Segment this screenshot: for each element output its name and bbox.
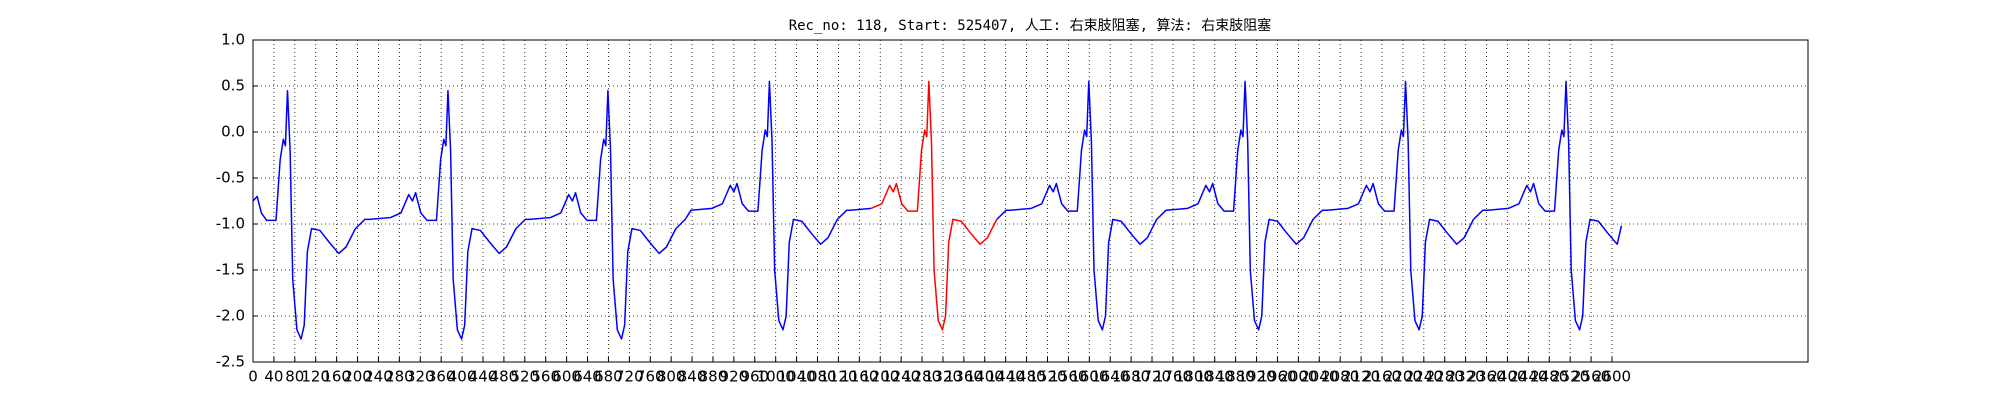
- x-tick-label: 1040: [778, 368, 816, 386]
- x-tick-label: 2240: [1405, 368, 1443, 386]
- x-tick-label: 1240: [882, 368, 920, 386]
- x-tick-label: 2040: [1300, 368, 1338, 386]
- y-tick-label: -2.5: [216, 353, 245, 371]
- x-tick-label: 1320: [924, 368, 962, 386]
- x-tick-label: 1480: [1007, 368, 1045, 386]
- x-tick-label: 1880: [1217, 368, 1255, 386]
- y-tick-label: 0.0: [221, 123, 245, 141]
- x-tick-label: 2360: [1467, 368, 1505, 386]
- x-tick-label: 720: [615, 368, 644, 386]
- y-tick-label: -1.0: [216, 215, 245, 233]
- x-tick-label: 1120: [819, 368, 857, 386]
- x-tick-label: 320: [406, 368, 435, 386]
- x-tick-label: 920: [720, 368, 749, 386]
- x-tick-label: 2560: [1572, 368, 1610, 386]
- x-tick-label: 120: [301, 368, 330, 386]
- x-tick-label: 1640: [1091, 368, 1129, 386]
- x-tick-label: 1160: [840, 368, 878, 386]
- x-tick-label: 2200: [1384, 368, 1422, 386]
- y-tick-label: 1.0: [221, 31, 245, 49]
- x-tick-label: 280: [385, 368, 414, 386]
- plot-frame: [252, 39, 1809, 363]
- x-tick-label: 800: [657, 368, 686, 386]
- ecg-line: [871, 80, 998, 331]
- ecg-line: [252, 80, 1623, 340]
- x-tick-label: 1760: [1154, 368, 1192, 386]
- x-tick-label: 400: [448, 368, 477, 386]
- x-tick-label: 1360: [945, 368, 983, 386]
- x-tick-label: 760: [636, 368, 665, 386]
- x-tick-label: 2280: [1426, 368, 1464, 386]
- x-tick-label: 240: [364, 368, 393, 386]
- x-tick-label: 1200: [861, 368, 899, 386]
- y-tick-label: -2.0: [216, 307, 245, 325]
- x-tick-label: 2320: [1447, 368, 1485, 386]
- x-tick-label: 1400: [966, 368, 1004, 386]
- x-tick-label: 880: [699, 368, 728, 386]
- x-tick-label: 1800: [1175, 368, 1213, 386]
- x-tick-label: 1000: [757, 368, 795, 386]
- x-tick-label: 2440: [1509, 368, 1547, 386]
- x-tick-label: 200: [343, 368, 372, 386]
- x-tick-label: 2600: [1593, 368, 1631, 386]
- y-tick-label: -1.5: [216, 261, 245, 279]
- x-tick-label: 1680: [1112, 368, 1150, 386]
- x-tick-label: 640: [573, 368, 602, 386]
- x-tick-label: 600: [552, 368, 581, 386]
- x-tick-label: 1520: [1028, 368, 1066, 386]
- x-tick-label: 2160: [1363, 368, 1401, 386]
- x-tick-label: 80: [285, 368, 304, 386]
- x-tick-label: 2480: [1530, 368, 1568, 386]
- x-tick-label: 40: [264, 368, 283, 386]
- y-tick-label: 0.5: [221, 77, 245, 95]
- x-tick-label: 1440: [987, 368, 1025, 386]
- x-tick-label: 1960: [1258, 368, 1296, 386]
- x-tick-label: 0: [248, 368, 258, 386]
- x-tick-label: 2400: [1488, 368, 1526, 386]
- x-tick-label: 480: [490, 368, 519, 386]
- x-tick-label: 840: [678, 368, 707, 386]
- x-tick-label: 1920: [1237, 368, 1275, 386]
- x-tick-label: 440: [469, 368, 498, 386]
- y-tick-label: -0.5: [216, 169, 245, 187]
- x-tick-label: 2120: [1342, 368, 1380, 386]
- x-tick-label: 360: [427, 368, 456, 386]
- x-tick-label: 2000: [1279, 368, 1317, 386]
- x-tick-label: 1840: [1196, 368, 1234, 386]
- chart-title: Rec_no: 118, Start: 525407, 人工: 右束肢阻塞, 算…: [789, 17, 1272, 34]
- x-tick-label: 160: [322, 368, 351, 386]
- x-tick-label: 1560: [1049, 368, 1087, 386]
- x-tick-label: 520: [510, 368, 539, 386]
- x-tick-label: 1720: [1133, 368, 1171, 386]
- x-tick-label: 1080: [798, 368, 836, 386]
- x-tick-label: 960: [740, 368, 769, 386]
- x-tick-label: 680: [594, 368, 623, 386]
- x-tick-label: 1600: [1070, 368, 1108, 386]
- x-tick-label: 1280: [903, 368, 941, 386]
- x-tick-label: 560: [531, 368, 560, 386]
- x-tick-label: 2520: [1551, 368, 1589, 386]
- x-tick-label: 2080: [1321, 368, 1359, 386]
